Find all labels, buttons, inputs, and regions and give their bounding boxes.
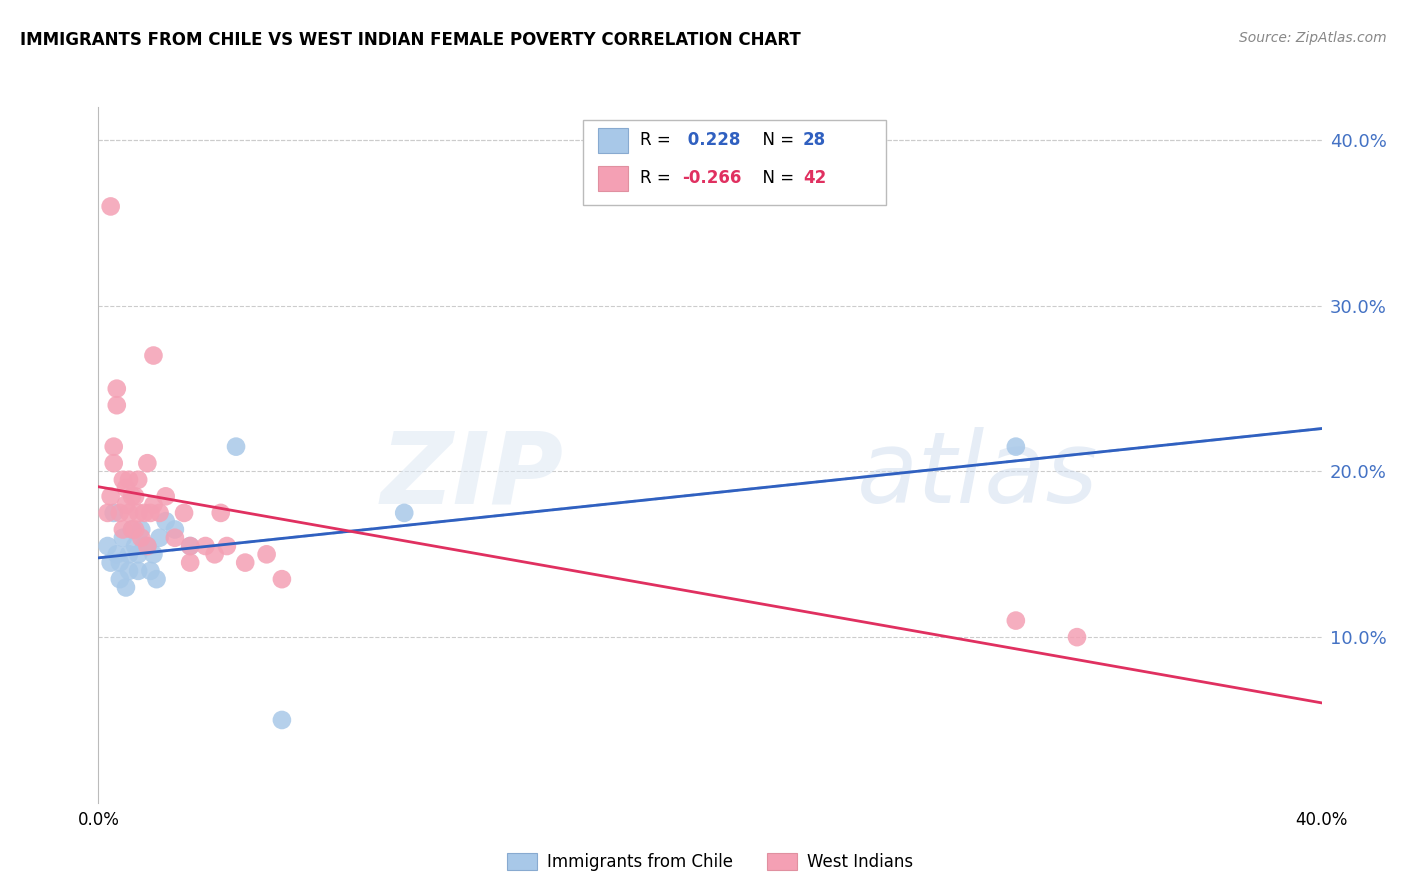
Point — [108, 506, 131, 520]
Point — [118, 547, 141, 561]
Point — [127, 506, 149, 520]
Text: Source: ZipAtlas.com: Source: ZipAtlas.com — [1239, 31, 1386, 45]
Point — [136, 456, 159, 470]
Point — [149, 506, 172, 520]
Point — [103, 506, 125, 520]
Point — [115, 581, 138, 595]
Point — [118, 506, 141, 520]
Text: 0.228: 0.228 — [682, 131, 741, 149]
Point — [124, 523, 146, 537]
Point — [111, 473, 134, 487]
Point — [256, 547, 278, 561]
Point — [149, 531, 172, 545]
Point — [204, 547, 226, 561]
Point — [155, 514, 177, 528]
Text: R =: R = — [640, 131, 676, 149]
Point — [139, 564, 162, 578]
Point — [105, 547, 128, 561]
Point — [118, 564, 141, 578]
Point — [155, 489, 177, 503]
Point — [194, 539, 217, 553]
Point — [134, 539, 156, 553]
Point — [100, 556, 122, 570]
Point — [1066, 630, 1088, 644]
Point — [139, 506, 162, 520]
Text: IMMIGRANTS FROM CHILE VS WEST INDIAN FEMALE POVERTY CORRELATION CHART: IMMIGRANTS FROM CHILE VS WEST INDIAN FEM… — [20, 31, 800, 49]
Point — [97, 539, 120, 553]
Point — [134, 506, 156, 520]
Point — [121, 489, 143, 503]
Point — [173, 506, 195, 520]
Text: R =: R = — [640, 169, 676, 187]
Legend: Immigrants from Chile, West Indians: Immigrants from Chile, West Indians — [501, 847, 920, 878]
Point — [124, 539, 146, 553]
Point — [115, 498, 138, 512]
Point — [209, 506, 232, 520]
Point — [129, 531, 152, 545]
Point — [179, 556, 201, 570]
Point — [111, 523, 134, 537]
Point — [225, 440, 247, 454]
Point — [115, 481, 138, 495]
Point — [100, 199, 122, 213]
Text: ZIP: ZIP — [380, 427, 564, 524]
Text: -0.266: -0.266 — [682, 169, 741, 187]
Point — [145, 572, 167, 586]
Point — [163, 523, 186, 537]
Point — [142, 349, 165, 363]
Point — [179, 539, 201, 553]
Point — [103, 440, 125, 454]
Text: N =: N = — [752, 169, 800, 187]
Point — [142, 547, 165, 561]
Point — [136, 539, 159, 553]
Point — [127, 473, 149, 487]
Point — [121, 523, 143, 537]
Point — [124, 489, 146, 503]
Point — [163, 531, 186, 545]
Point — [270, 572, 292, 586]
Point — [100, 489, 122, 503]
Point — [392, 506, 416, 520]
Point — [142, 498, 165, 512]
Point — [179, 539, 201, 553]
Point — [127, 564, 149, 578]
Point — [111, 531, 134, 545]
Point — [1004, 440, 1026, 454]
Point — [97, 506, 120, 520]
Point — [215, 539, 238, 553]
Text: atlas: atlas — [856, 427, 1098, 524]
Point — [108, 556, 131, 570]
Point — [103, 456, 125, 470]
Point — [108, 572, 131, 586]
Text: 42: 42 — [803, 169, 827, 187]
Text: N =: N = — [752, 131, 800, 149]
Point — [121, 523, 143, 537]
Point — [136, 539, 159, 553]
Point — [105, 398, 128, 412]
Point — [127, 547, 149, 561]
Point — [105, 382, 128, 396]
Point — [129, 523, 152, 537]
Point — [270, 713, 292, 727]
Point — [233, 556, 256, 570]
Point — [1004, 614, 1026, 628]
Point — [118, 473, 141, 487]
Text: 28: 28 — [803, 131, 825, 149]
